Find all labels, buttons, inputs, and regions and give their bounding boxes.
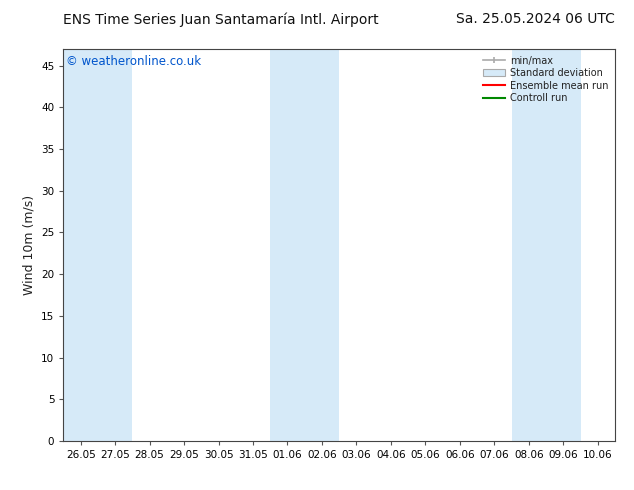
Bar: [546, 49, 581, 441]
Text: © weatheronline.co.uk: © weatheronline.co.uk: [66, 55, 201, 68]
Text: Sa. 25.05.2024 06 UTC: Sa. 25.05.2024 06 UTC: [456, 12, 615, 26]
Bar: [305, 49, 339, 441]
Legend: min/max, Standard deviation, Ensemble mean run, Controll run: min/max, Standard deviation, Ensemble me…: [481, 54, 610, 105]
Bar: [512, 49, 546, 441]
Text: ENS Time Series Juan Santamaría Intl. Airport: ENS Time Series Juan Santamaría Intl. Ai…: [63, 12, 379, 27]
Bar: [63, 49, 98, 441]
Y-axis label: Wind 10m (m/s): Wind 10m (m/s): [23, 195, 36, 295]
Bar: [98, 49, 133, 441]
Bar: [270, 49, 305, 441]
